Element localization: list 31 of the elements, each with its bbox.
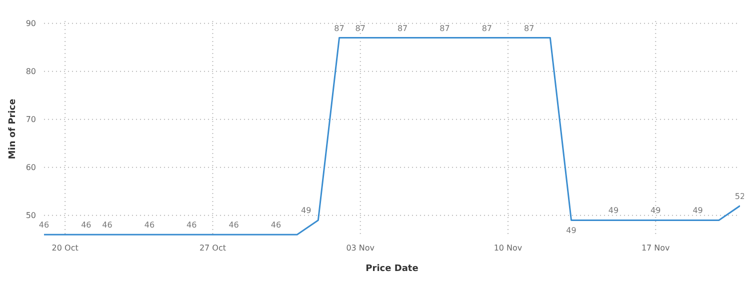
data-label: 46 — [38, 220, 50, 230]
data-label: 46 — [186, 220, 197, 230]
data-label: 46 — [144, 220, 155, 230]
x-tick-label: 10 Nov — [494, 244, 522, 253]
x-tick-label: 20 Oct — [52, 244, 78, 253]
data-label: 46 — [270, 220, 282, 230]
data-label: 87 — [482, 24, 492, 33]
data-label: 46 — [102, 220, 112, 230]
y-axis-title: Min of Price — [8, 98, 18, 160]
data-label: 46 — [228, 220, 239, 230]
y-tick-label: 80 — [26, 67, 36, 76]
data-label: 49 — [692, 206, 703, 216]
data-label: 46 — [81, 220, 92, 230]
data-label: 49 — [650, 206, 661, 216]
x-tick-label: 17 Nov — [641, 244, 670, 253]
y-tick-label: 90 — [26, 19, 36, 28]
data-label: 49 — [300, 206, 312, 216]
x-axis-title: Price Date — [366, 264, 418, 274]
x-tick-label: 03 Nov — [346, 244, 375, 253]
data-label: 87 — [440, 24, 450, 33]
y-tick-label: 50 — [26, 211, 36, 220]
x-tick-label: 27 Oct — [199, 244, 226, 253]
data-label: 49 — [566, 226, 576, 236]
y-tick-label: 60 — [26, 163, 36, 172]
data-label: 87 — [397, 24, 408, 33]
data-label: 87 — [334, 24, 344, 33]
data-label: 87 — [355, 24, 366, 33]
data-label: 87 — [524, 24, 534, 33]
y-tick-label: 70 — [26, 115, 36, 124]
data-label: 52 — [734, 192, 746, 201]
data-label: 49 — [608, 206, 619, 216]
